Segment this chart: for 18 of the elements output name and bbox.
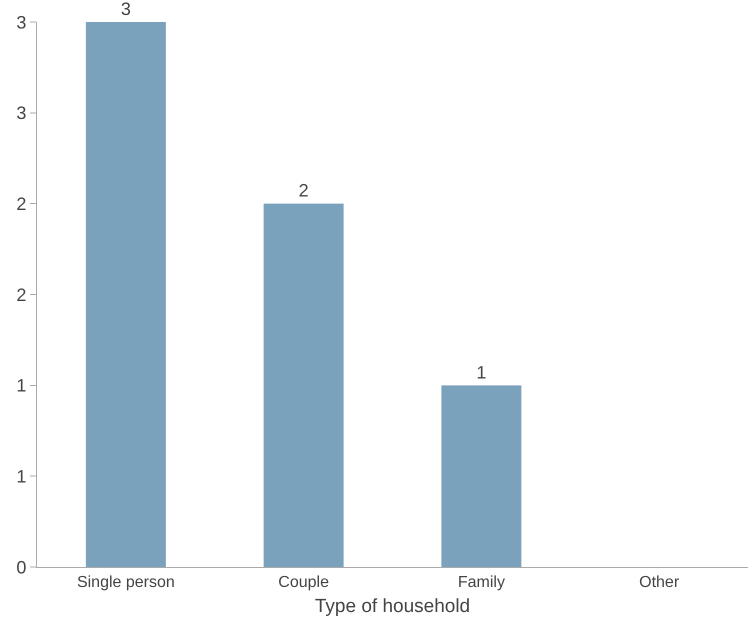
y-tick-label: 1 <box>16 466 26 486</box>
data-label: 1 <box>476 362 486 382</box>
y-tick-label: 2 <box>16 194 26 214</box>
bar <box>264 204 344 567</box>
bar <box>441 385 522 567</box>
x-tick-label: Couple <box>278 574 330 592</box>
x-tick-label: Single person <box>76 574 175 592</box>
y-tick-label: 2 <box>16 284 26 305</box>
y-tick-label: 1 <box>16 376 26 396</box>
x-tick-label: Other <box>639 574 680 592</box>
x-tick-label: Family <box>458 574 505 592</box>
y-tick-label: 3 <box>16 103 26 124</box>
bar <box>86 22 166 567</box>
y-tick-label: 3 <box>16 12 26 32</box>
x-axis-title: Type of household <box>314 596 470 617</box>
data-label: 2 <box>298 180 309 201</box>
y-tick-label: 0 <box>16 557 26 578</box>
data-label: 3 <box>120 0 131 19</box>
